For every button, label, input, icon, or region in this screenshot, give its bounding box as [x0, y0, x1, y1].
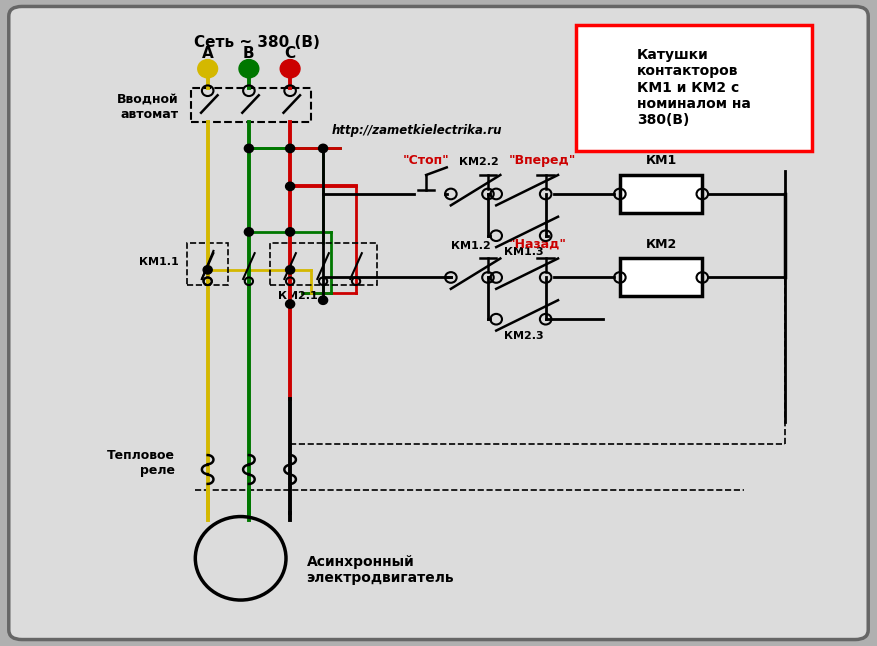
Circle shape [203, 266, 212, 274]
Text: Сеть ~ 380 (В): Сеть ~ 380 (В) [194, 34, 320, 50]
Text: http://zametkielectrika.ru: http://zametkielectrika.ru [332, 124, 502, 137]
Circle shape [281, 59, 300, 78]
Text: КМ1.3: КМ1.3 [504, 247, 544, 257]
Circle shape [245, 144, 253, 152]
Text: КМ1: КМ1 [645, 154, 677, 167]
Circle shape [286, 266, 295, 274]
Text: Асинхронный
электродвигатель: Асинхронный электродвигатель [307, 555, 454, 585]
Bar [187, 244, 228, 285]
Circle shape [286, 144, 295, 152]
Text: A: A [202, 46, 213, 61]
Text: КМ2.1: КМ2.1 [278, 291, 317, 301]
Text: Тепловое
реле: Тепловое реле [107, 450, 175, 477]
Text: "Стоп": "Стоп" [403, 154, 450, 167]
Text: "Назад": "Назад" [509, 238, 567, 251]
Text: "Вперед": "Вперед" [509, 154, 576, 167]
Bar [620, 175, 702, 213]
Text: КМ2.3: КМ2.3 [504, 331, 544, 340]
Text: B: B [243, 46, 254, 61]
Bar [269, 244, 377, 285]
Circle shape [286, 182, 295, 191]
Circle shape [239, 59, 259, 78]
Circle shape [286, 300, 295, 308]
Circle shape [318, 144, 328, 152]
Circle shape [198, 59, 217, 78]
Bar [620, 258, 702, 297]
Text: КМ2.2: КМ2.2 [460, 158, 499, 167]
Text: КМ2: КМ2 [645, 238, 677, 251]
Text: КМ1.2: КМ1.2 [451, 241, 490, 251]
Text: Вводной
автомат: Вводной автомат [118, 92, 179, 121]
Circle shape [245, 228, 253, 236]
Bar [191, 88, 310, 122]
Text: КМ1.1: КМ1.1 [139, 257, 179, 267]
Text: C: C [284, 46, 296, 61]
Circle shape [286, 228, 295, 236]
Text: Катушки
контакторов
КМ1 и КМ2 с
номиналом на
380(В): Катушки контакторов КМ1 и КМ2 с номинало… [637, 48, 751, 127]
FancyBboxPatch shape [576, 25, 812, 151]
Circle shape [318, 296, 328, 304]
